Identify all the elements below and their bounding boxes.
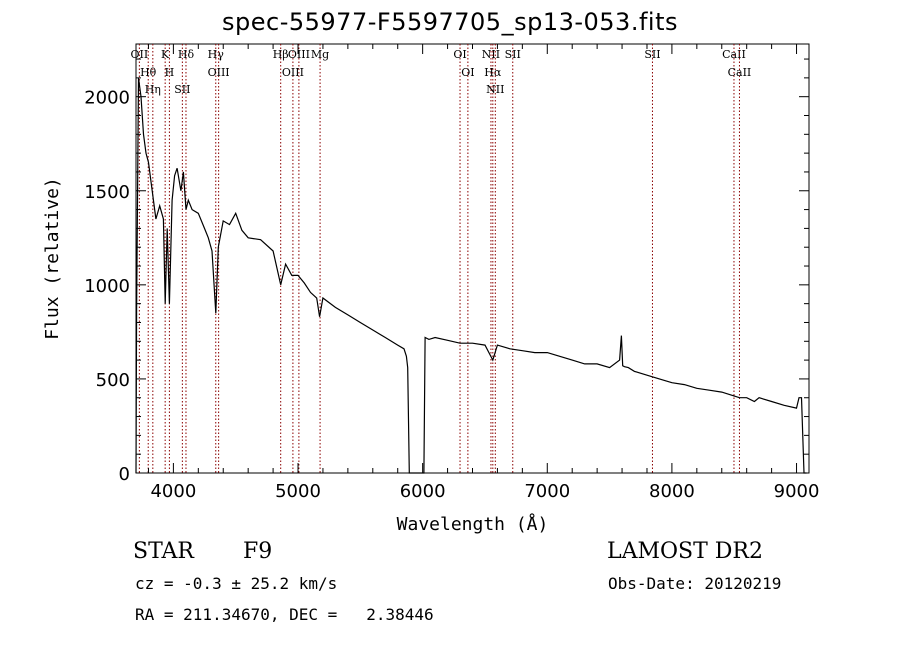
spectral-line-label: Hβ	[273, 48, 289, 61]
y-tick-label: 500	[96, 370, 130, 391]
spectral-line-label: Hα	[484, 66, 502, 79]
object-subclass: F9	[243, 539, 273, 564]
velocity-text: cz = -0.3 ± 25.2 km/s	[135, 574, 338, 593]
obs-date-text: Obs-Date: 20120219	[608, 574, 782, 593]
x-axis-label: Wavelength (Å)	[397, 513, 549, 535]
spectrum-series-line	[135, 77, 807, 474]
spectral-line-label: OII	[131, 48, 149, 61]
spectral-line-label: SII	[505, 48, 521, 61]
x-tick-label: 5000	[275, 481, 321, 502]
spectral-line-label: CaII	[728, 66, 752, 79]
spectral-line-label: OI	[461, 66, 474, 79]
x-tick-label: 4000	[150, 481, 196, 502]
spectral-line-label: K	[161, 48, 170, 61]
survey-name: LAMOST DR2	[607, 539, 763, 564]
y-axis-label: Flux (relative)	[42, 177, 63, 340]
chart-title: spec-55977-F5597705_sp13-053.fits	[222, 8, 678, 36]
coordinates-text: RA = 211.34670, DEC = 2.38446	[135, 605, 434, 624]
spectral-line-label: NII	[482, 48, 500, 61]
plot-frame	[135, 43, 810, 474]
y-tick-label: 2000	[84, 88, 130, 109]
spectral-line-label: OIII	[208, 66, 230, 79]
spectral-line-label: Mg	[311, 48, 329, 61]
y-tick-label: 1000	[84, 276, 130, 297]
x-tick-label: 7000	[524, 481, 570, 502]
y-tick-label: 1500	[84, 182, 130, 203]
y-tick-label: 0	[119, 464, 130, 485]
spectral-line-label: Hθ	[140, 66, 157, 79]
spectral-line-label: SII	[644, 48, 660, 61]
spectral-line-label: OIII	[288, 48, 310, 61]
spectral-line-label: NII	[486, 83, 504, 96]
spectral-line-label: SII	[174, 83, 190, 96]
spectral-line-label: Hγ	[208, 48, 225, 61]
spectral-line-label: OI	[453, 48, 466, 61]
x-tick-label: 8000	[649, 481, 695, 502]
object-class: STAR	[133, 539, 194, 564]
spectral-line-label: OIII	[282, 66, 304, 79]
spectral-line-label: Hδ	[178, 48, 195, 61]
spectral-line-label: Hη	[145, 83, 161, 96]
spectral-line-label: CaII	[722, 48, 746, 61]
spectral-line-label: H	[165, 66, 175, 79]
x-tick-label: 9000	[774, 481, 820, 502]
x-tick-label: 6000	[400, 481, 446, 502]
